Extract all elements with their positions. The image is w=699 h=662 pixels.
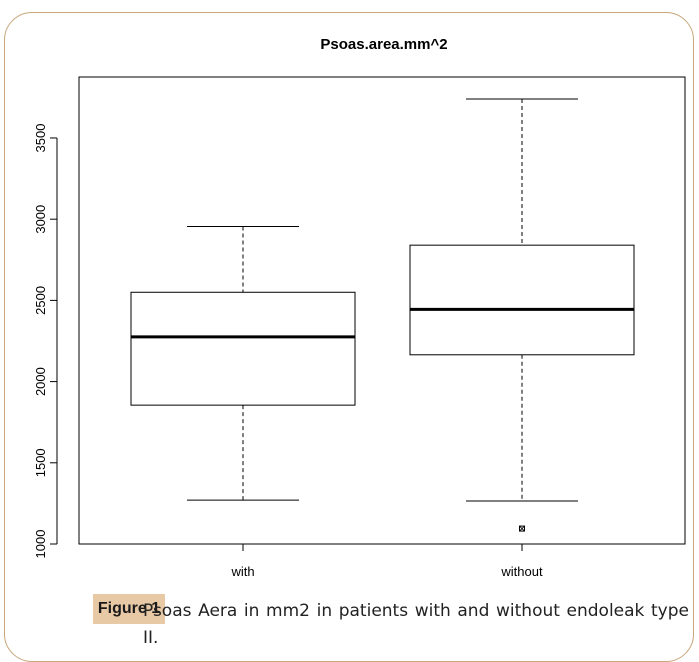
box-without <box>409 98 635 532</box>
y-tick-label-0: 1000 <box>33 530 48 559</box>
caption-text: Psoas Aera in mm2 in patients with and w… <box>143 601 689 648</box>
box-with <box>130 225 356 501</box>
figure-caption: Figure 1 Psoas Aera in mm2 in patients w… <box>93 594 689 654</box>
x-tick-label-without: without <box>500 564 543 579</box>
y-tick-label-3: 2500 <box>33 286 48 315</box>
x-axis: with without <box>230 543 543 579</box>
outlier-mark-b-without-0 <box>519 525 525 532</box>
x-tick-label-with: with <box>230 564 254 579</box>
outlier-without-0 <box>519 525 525 532</box>
boxplot-chart: Psoas.area.mm^2 1000 1500 2000 2500 3000 3500… <box>33 36 686 579</box>
chart-title: Psoas.area.mm^2 <box>320 36 447 53</box>
iqr-box-without <box>409 244 635 356</box>
iqr-box-with <box>130 291 356 406</box>
boxes <box>130 98 635 532</box>
figure-label: Figure 1 <box>93 594 165 624</box>
y-tick-label-5: 3500 <box>33 124 48 153</box>
y-tick-label-2: 2000 <box>33 367 48 396</box>
y-tick-label-1: 1500 <box>33 448 48 477</box>
y-tick-label-4: 3000 <box>33 205 48 234</box>
y-axis: 1000 1500 2000 2500 3000 3500 <box>33 124 58 559</box>
